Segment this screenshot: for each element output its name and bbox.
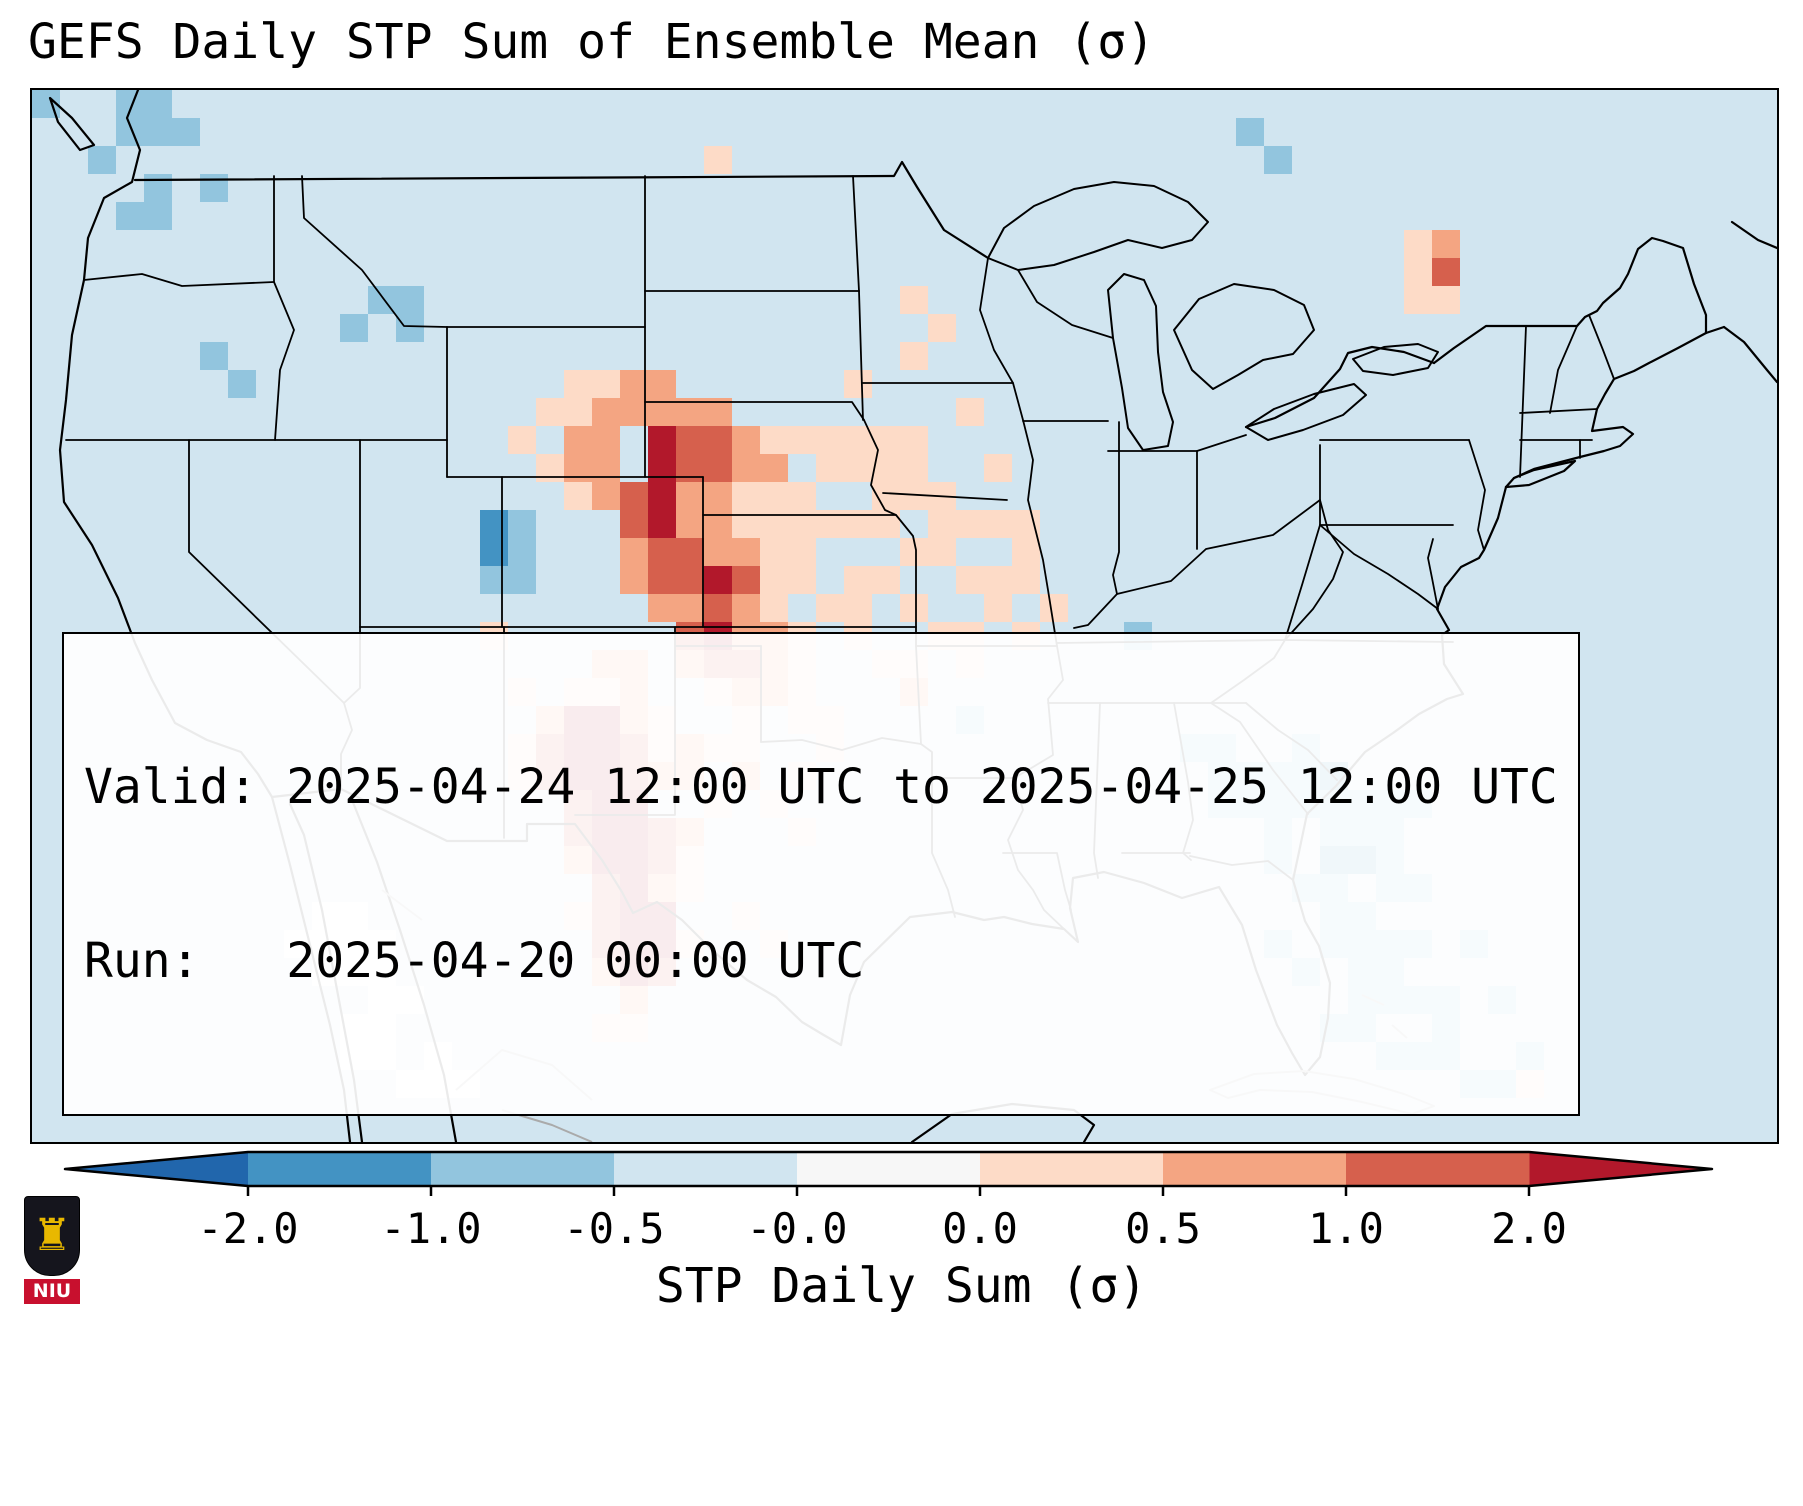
heatmap-cell	[788, 426, 872, 454]
heatmap-cell	[704, 538, 732, 566]
heatmap-cell	[1432, 258, 1460, 286]
heatmap-cell	[200, 174, 228, 202]
heatmap-cell	[1012, 566, 1040, 594]
heatmap-cell	[1432, 230, 1460, 258]
heatmap-cell	[816, 594, 872, 622]
heatmap-cell	[928, 314, 956, 342]
heatmap-cell	[900, 538, 956, 566]
colorbar	[63, 1150, 1714, 1196]
colorbar-tick-label: 0.5	[1125, 1204, 1201, 1253]
heatmap-cell	[760, 594, 788, 622]
heatmap-cell	[1040, 594, 1068, 622]
heatmap-cell	[928, 482, 956, 538]
heatmap-cell	[872, 426, 928, 454]
figure-title: GEFS Daily STP Sum of Ensemble Mean (σ)	[28, 14, 1156, 70]
info-box: Valid: 2025-04-24 12:00 UTC to 2025-04-2…	[62, 632, 1580, 1116]
heatmap-cell	[732, 566, 760, 594]
colorbar-segment	[1346, 1152, 1530, 1186]
heatmap-cell	[88, 146, 116, 174]
heatmap-cell	[200, 342, 228, 370]
heatmap-cell	[704, 594, 732, 622]
colorbar-extend-low	[65, 1152, 248, 1186]
heatmap-cell	[536, 398, 592, 426]
colorbar-tick-label: 1.0	[1308, 1204, 1384, 1253]
heatmap-cell	[144, 174, 172, 230]
heatmap-cell	[844, 370, 872, 398]
heatmap-cell	[228, 370, 256, 398]
heatmap-cell	[32, 90, 60, 118]
heatmap-cell	[816, 510, 900, 538]
colorbar-segment	[431, 1152, 615, 1186]
heatmap-cell	[172, 118, 200, 146]
niu-shield-icon: ♜	[24, 1196, 80, 1276]
heatmap-cell	[704, 146, 732, 174]
niu-logo: ♜ NIU	[24, 1196, 80, 1304]
castle-icon: ♜	[32, 1210, 72, 1261]
colorbar-segment	[797, 1152, 981, 1186]
map-panel: Valid: 2025-04-24 12:00 UTC to 2025-04-2…	[30, 88, 1779, 1144]
run-time-text: Run: 2025-04-20 00:00 UTC	[84, 933, 865, 989]
colorbar-tick-label: -0.5	[563, 1204, 665, 1253]
heatmap-cell	[1264, 146, 1292, 174]
heatmap-cell	[564, 482, 592, 510]
heatmap-cell	[648, 594, 704, 622]
valid-time-text: Valid: 2025-04-24 12:00 UTC to 2025-04-2…	[84, 759, 1558, 815]
heatmap-cell	[592, 482, 620, 510]
heatmap-cell	[676, 426, 732, 482]
heatmap-cell	[900, 594, 928, 622]
heatmap-cell	[984, 510, 1040, 538]
heatmap-cell	[620, 538, 648, 594]
heatmap-cell	[564, 426, 620, 482]
colorbar-tick-label: -1.0	[380, 1204, 482, 1253]
heatmap-cell	[480, 510, 508, 566]
niu-wordmark: NIU	[24, 1279, 80, 1304]
heatmap-cell	[900, 342, 928, 370]
heatmap-cell	[1236, 118, 1264, 146]
heatmap-cell	[956, 566, 1012, 594]
heatmap-cell	[984, 454, 1012, 482]
heatmap-cell	[676, 482, 732, 538]
heatmap-cell	[872, 482, 928, 510]
heatmap-cell	[732, 482, 816, 538]
colorbar-tick-label: -2.0	[197, 1204, 299, 1253]
heatmap-cell	[760, 426, 788, 454]
heatmap-cell	[732, 594, 760, 622]
heatmap-cell	[844, 566, 900, 594]
heatmap-cell	[956, 398, 984, 426]
colorbar-tick-label: 0.0	[942, 1204, 1018, 1253]
heatmap-cell	[648, 482, 676, 538]
colorbar-ticks	[246, 1186, 1531, 1196]
colorbar-segment	[614, 1152, 798, 1186]
colorbar-tick-labels: -2.0 -1.0 -0.5 -0.0 0.0 0.5 1.0 2.0	[0, 1204, 1803, 1253]
heatmap-cell	[760, 538, 816, 594]
heatmap-cell	[592, 398, 620, 426]
colorbar-segment	[1163, 1152, 1347, 1186]
heatmap-cell	[396, 314, 424, 342]
colorbar-extend-high	[1529, 1152, 1712, 1186]
heatmap-cell	[116, 90, 172, 146]
colorbar-segment	[248, 1152, 432, 1186]
heatmap-cell	[368, 286, 424, 314]
colorbar-label: STP Daily Sum (σ)	[655, 1258, 1148, 1314]
heatmap-cell	[816, 454, 928, 482]
heatmap-cell	[116, 202, 144, 230]
colorbar-tick-label: -0.0	[746, 1204, 848, 1253]
heatmap-cell	[956, 510, 984, 538]
heatmap-cell	[648, 538, 704, 594]
heatmap-cell	[1012, 538, 1040, 566]
heatmap-cell	[984, 594, 1012, 622]
heatmap-cell	[340, 314, 368, 342]
heatmap-cell	[508, 426, 536, 454]
heatmap-cell	[900, 286, 928, 314]
colorbar-segment	[980, 1152, 1164, 1186]
heatmap-cell	[536, 454, 564, 482]
colorbar-tick-label: 2.0	[1491, 1204, 1567, 1253]
